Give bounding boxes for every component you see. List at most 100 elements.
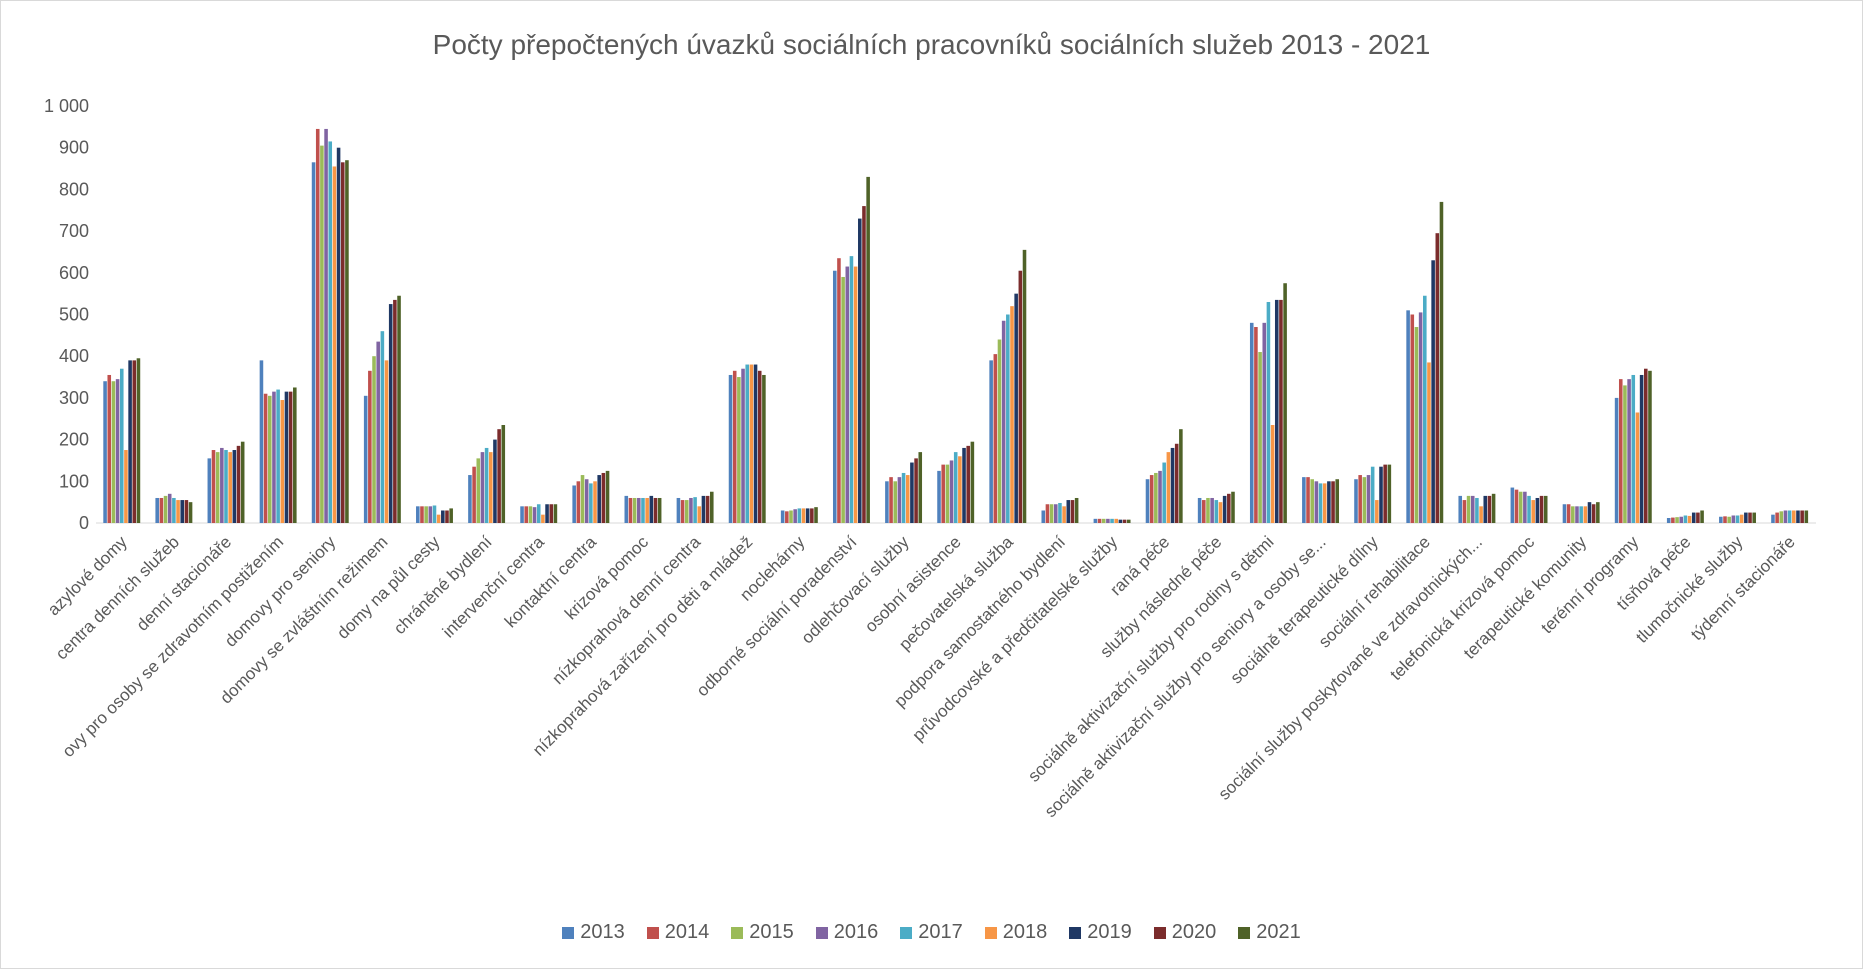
bar <box>124 450 128 523</box>
bar <box>905 475 910 523</box>
bar <box>432 505 437 523</box>
x-tick-label: osobní asistence <box>861 532 965 636</box>
bar <box>1779 511 1784 523</box>
bar <box>449 508 453 523</box>
bar <box>1562 504 1567 523</box>
bar <box>393 299 397 523</box>
bar <box>810 508 814 523</box>
bar <box>1074 497 1079 523</box>
bar <box>693 497 697 523</box>
bar <box>1744 512 1748 523</box>
bar <box>119 368 124 523</box>
bar <box>962 447 966 523</box>
bar <box>1666 518 1671 523</box>
bar <box>801 508 806 523</box>
bar <box>732 370 737 523</box>
bar <box>1539 495 1544 523</box>
bar <box>284 391 289 523</box>
bar <box>332 166 337 523</box>
bar <box>805 508 810 523</box>
bar <box>1106 518 1110 523</box>
bar <box>276 389 280 523</box>
bar <box>1644 368 1648 523</box>
legend-label: 2015 <box>749 921 794 943</box>
bar <box>1018 270 1023 523</box>
y-tick-label: 400 <box>59 346 89 366</box>
bar <box>428 506 433 523</box>
bar <box>741 368 745 523</box>
bar <box>536 504 541 523</box>
x-tick-label: kontaktní centra <box>501 532 600 631</box>
bar <box>184 500 189 523</box>
bar <box>645 497 649 523</box>
bar <box>1487 495 1492 523</box>
bar <box>597 475 601 523</box>
bar <box>1679 516 1684 523</box>
legend-swatch <box>815 926 828 939</box>
bar <box>328 141 333 523</box>
bar <box>762 374 766 523</box>
bar <box>388 304 393 523</box>
bar <box>628 497 633 523</box>
bar <box>1218 502 1223 523</box>
bar <box>1022 249 1027 523</box>
bar <box>1158 470 1162 524</box>
bar <box>1783 510 1788 523</box>
y-tick-label: 700 <box>59 221 89 241</box>
bar <box>1331 481 1335 523</box>
x-tick-label: denní stacionáře <box>133 532 235 634</box>
bar <box>472 466 476 523</box>
bar <box>1727 516 1731 523</box>
bar <box>676 497 681 523</box>
bar <box>1314 481 1319 523</box>
bar <box>280 399 285 523</box>
bar <box>384 360 389 523</box>
bar <box>1675 517 1679 523</box>
bar <box>524 506 529 523</box>
bar <box>1066 500 1071 523</box>
bar <box>180 500 185 523</box>
bar <box>780 510 785 523</box>
legend-label: 2017 <box>918 921 963 943</box>
bar <box>709 491 714 523</box>
bar <box>1775 512 1779 523</box>
bar <box>793 509 797 523</box>
bar <box>172 497 176 523</box>
bar <box>1274 299 1279 523</box>
bar <box>605 470 610 524</box>
bar <box>1154 472 1158 523</box>
bar <box>1366 475 1371 523</box>
legend-label: 2014 <box>664 921 710 943</box>
bar <box>468 475 472 523</box>
bar <box>436 514 441 523</box>
bar <box>1587 502 1592 523</box>
bar <box>1700 510 1704 523</box>
bar <box>1723 516 1727 523</box>
bar <box>1258 352 1262 523</box>
bar <box>476 458 481 523</box>
bar <box>484 447 489 523</box>
bar <box>380 331 385 523</box>
bar <box>111 381 116 523</box>
bar <box>593 481 597 523</box>
bar <box>1696 512 1700 523</box>
bar <box>697 506 702 523</box>
bar <box>1771 514 1775 523</box>
bar <box>1170 447 1175 523</box>
bar <box>1571 506 1575 523</box>
bar <box>653 497 658 523</box>
bar <box>657 497 662 523</box>
bar <box>1575 506 1579 523</box>
bar <box>1583 506 1588 523</box>
bar <box>488 452 493 523</box>
y-tick-label: 100 <box>59 471 89 491</box>
bar <box>1354 479 1358 523</box>
bar <box>1118 519 1123 523</box>
bar <box>1631 374 1636 523</box>
bar <box>997 339 1002 523</box>
bar <box>441 510 445 523</box>
bar <box>1691 512 1696 523</box>
bar <box>1719 516 1723 523</box>
bar <box>259 360 264 523</box>
